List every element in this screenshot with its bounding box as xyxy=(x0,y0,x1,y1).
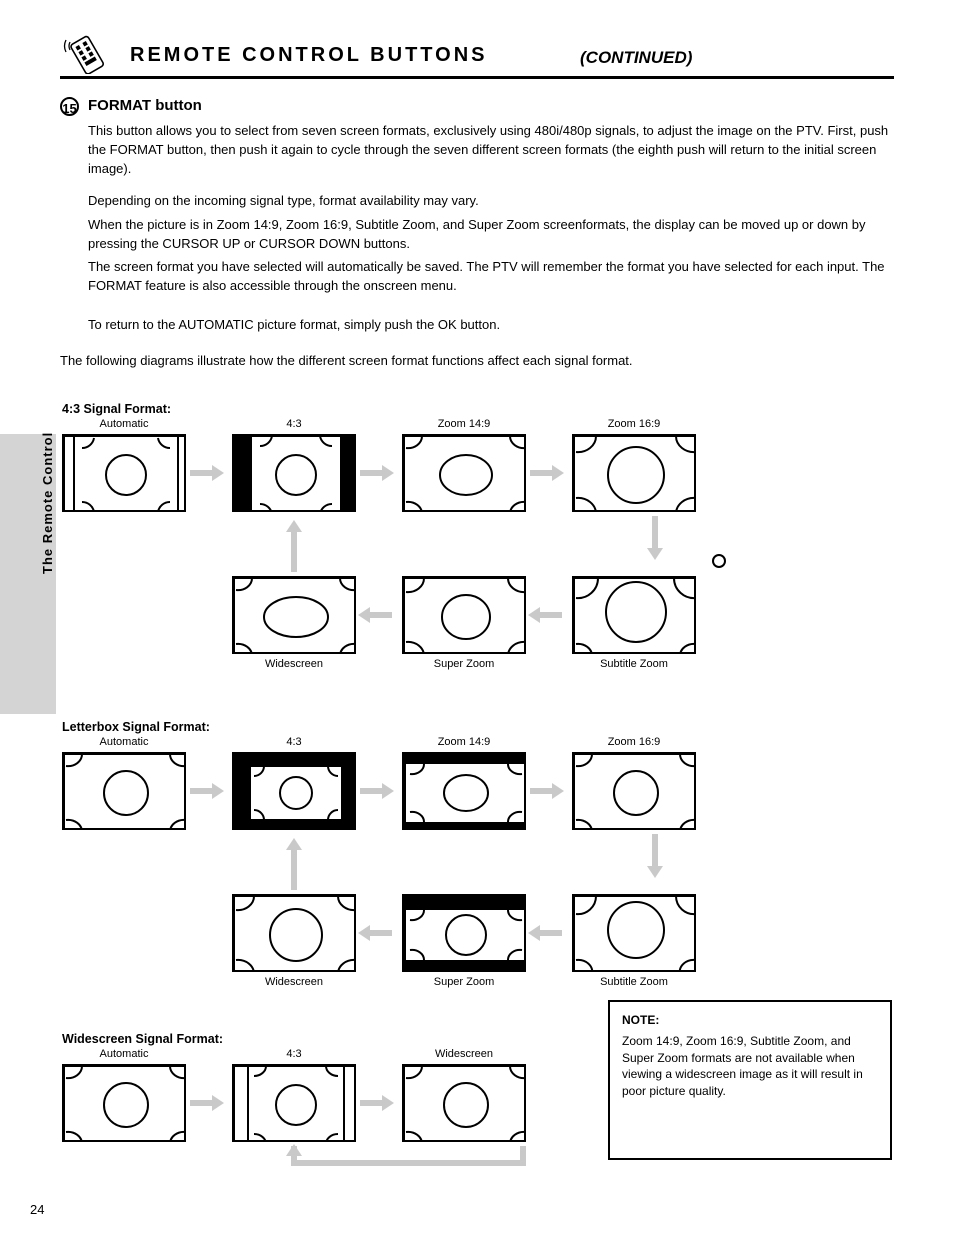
mode-label: Automatic xyxy=(62,418,186,430)
mode-label: 4:3 xyxy=(232,418,356,430)
page-root: REMOTE CONTROL BUTTONS (CONTINUED) 15 FO… xyxy=(0,0,954,1235)
paragraph: When the picture is in Zoom 14:9, Zoom 1… xyxy=(88,216,894,254)
arrow-icon xyxy=(286,838,302,850)
mode-label: Automatic xyxy=(62,736,186,748)
paragraph: This button allows you to select from se… xyxy=(88,122,894,179)
arrow-icon xyxy=(520,1146,526,1166)
mode-label: Super Zoom xyxy=(402,658,526,670)
arrow-icon xyxy=(358,607,370,623)
arrow-icon xyxy=(291,850,297,890)
arrow-icon xyxy=(370,930,392,936)
arrow-icon xyxy=(540,930,562,936)
mode-automatic xyxy=(62,1064,186,1142)
mode-zoom-14-9 xyxy=(402,752,526,830)
paragraph: To return to the AUTOMATIC picture forma… xyxy=(88,316,894,335)
mode-4-3 xyxy=(232,434,356,512)
page-subtitle: (CONTINUED) xyxy=(580,48,692,68)
arrow-icon xyxy=(212,1095,224,1111)
note-text: Zoom 14:9, Zoom 16:9, Subtitle Zoom, and… xyxy=(622,1033,878,1100)
arrow-icon xyxy=(530,788,552,794)
group-label: 4:3 Signal Format: xyxy=(62,402,171,416)
mode-label: Subtitle Zoom xyxy=(572,658,696,670)
arrow-icon xyxy=(552,465,564,481)
arrow-icon xyxy=(530,470,552,476)
mode-label: Widescreen xyxy=(402,1048,526,1060)
mode-label: Zoom 16:9 xyxy=(572,736,696,748)
divider xyxy=(60,76,894,79)
page-title: REMOTE CONTROL BUTTONS xyxy=(130,44,487,67)
mode-zoom-16-9 xyxy=(572,434,696,512)
note-box: NOTE: Zoom 14:9, Zoom 16:9, Subtitle Zoo… xyxy=(608,1000,892,1160)
arrow-icon xyxy=(190,470,212,476)
group-label: Widescreen Signal Format: xyxy=(62,1032,223,1046)
mode-label: Zoom 14:9 xyxy=(402,418,526,430)
mode-label: 4:3 xyxy=(232,1048,356,1060)
arrow-icon xyxy=(528,925,540,941)
mode-label: Subtitle Zoom xyxy=(572,976,696,988)
mode-subtitle-zoom xyxy=(572,894,696,972)
section-number: 15 xyxy=(60,97,79,116)
mode-super-zoom xyxy=(402,576,526,654)
diagrams-intro: The following diagrams illustrate how th… xyxy=(60,352,894,371)
mode-label: Zoom 14:9 xyxy=(402,736,526,748)
section-title: FORMAT button xyxy=(88,97,202,114)
mode-label: 4:3 xyxy=(232,736,356,748)
note-title: NOTE: xyxy=(622,1012,878,1029)
arrow-icon xyxy=(647,866,663,878)
mode-subtitle-zoom xyxy=(572,576,696,654)
dot-icon xyxy=(712,554,726,568)
arrow-icon xyxy=(286,1144,302,1156)
arrow-icon xyxy=(370,612,392,618)
arrow-icon xyxy=(382,1095,394,1111)
mode-label: Widescreen xyxy=(232,658,356,670)
arrow-icon xyxy=(382,783,394,799)
arrow-icon xyxy=(291,532,297,572)
mode-label: Super Zoom xyxy=(402,976,526,988)
arrow-icon xyxy=(540,612,562,618)
mode-widescreen xyxy=(232,576,356,654)
side-tab-label: The Remote Control xyxy=(40,432,55,574)
mode-zoom-14-9 xyxy=(402,434,526,512)
arrow-icon xyxy=(528,607,540,623)
arrow-icon xyxy=(360,1100,382,1106)
mode-4-3 xyxy=(232,1064,356,1142)
arrow-icon xyxy=(190,1100,212,1106)
arrow-icon xyxy=(552,783,564,799)
arrow-icon xyxy=(286,520,302,532)
arrow-icon xyxy=(294,1160,526,1166)
mode-widescreen xyxy=(232,894,356,972)
arrow-icon xyxy=(190,788,212,794)
mode-widescreen xyxy=(402,1064,526,1142)
page-number: 24 xyxy=(30,1202,44,1217)
arrow-icon xyxy=(212,783,224,799)
arrow-icon xyxy=(382,465,394,481)
arrow-icon xyxy=(360,470,382,476)
paragraph: The screen format you have selected will… xyxy=(88,258,894,296)
group-label: Letterbox Signal Format: xyxy=(62,720,210,734)
remote-icon xyxy=(60,32,114,74)
mode-automatic xyxy=(62,752,186,830)
paragraph: Depending on the incoming signal type, f… xyxy=(88,192,894,211)
arrow-icon xyxy=(652,834,658,866)
mode-label: Widescreen xyxy=(232,976,356,988)
arrow-icon xyxy=(647,548,663,560)
arrow-icon xyxy=(652,516,658,548)
mode-automatic xyxy=(62,434,186,512)
mode-4-3 xyxy=(232,752,356,830)
mode-label: Zoom 16:9 xyxy=(572,418,696,430)
arrow-icon xyxy=(358,925,370,941)
arrow-icon xyxy=(360,788,382,794)
arrow-icon xyxy=(212,465,224,481)
mode-zoom-16-9 xyxy=(572,752,696,830)
mode-label: Automatic xyxy=(62,1048,186,1060)
mode-super-zoom xyxy=(402,894,526,972)
